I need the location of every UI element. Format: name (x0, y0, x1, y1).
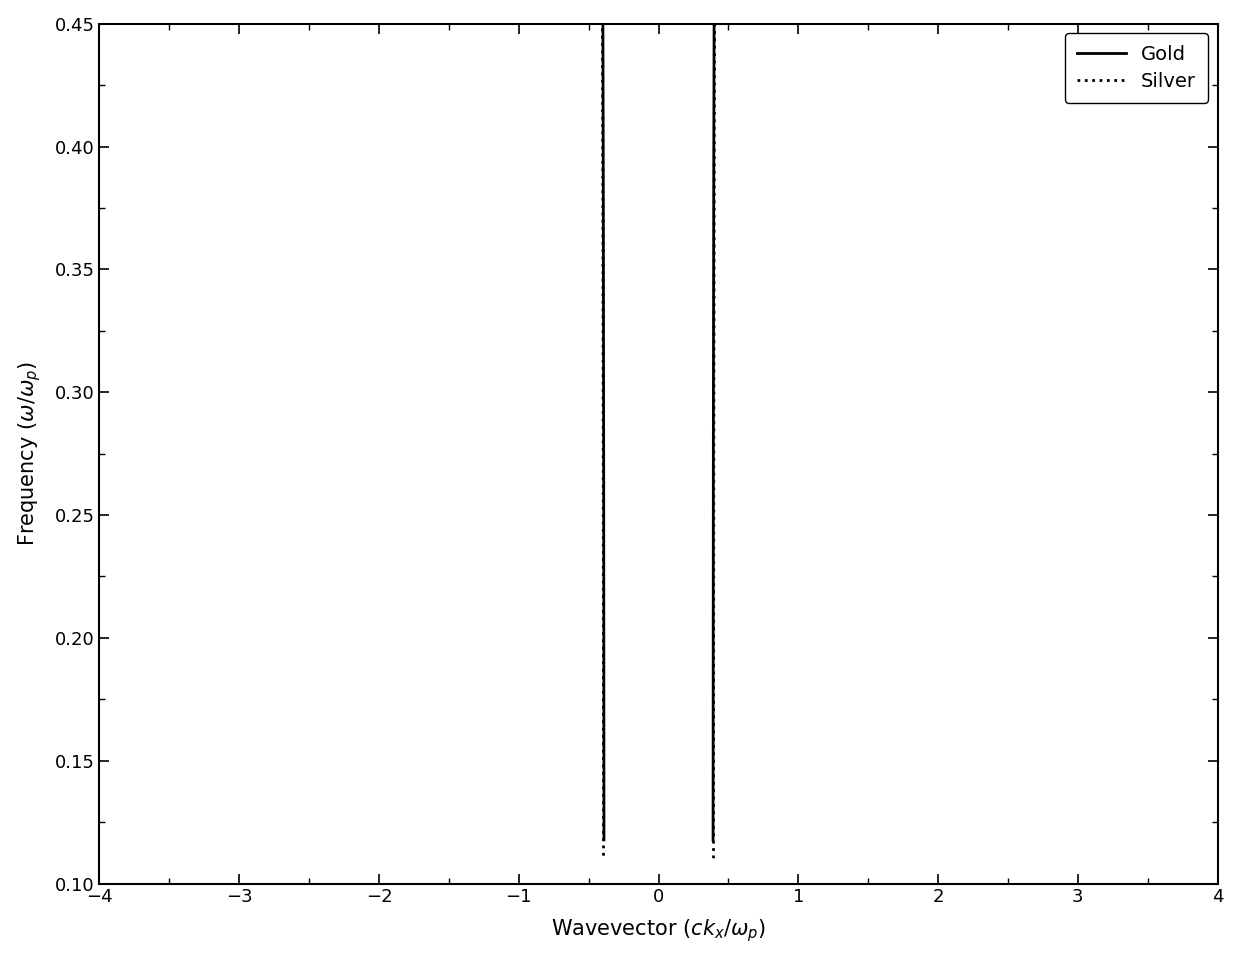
Line: Gold: Gold (170, 0, 604, 840)
Legend: Gold, Silver: Gold, Silver (1065, 34, 1208, 103)
Gold (596, 834, 611, 846)
Silver (596, 852, 611, 864)
Y-axis label: Frequency ($\omega/\omega_p$): Frequency ($\omega/\omega_p$) (16, 361, 43, 546)
Line: Silver: Silver (170, 0, 604, 858)
X-axis label: Wavevector ($ck_x/\omega_p$): Wavevector ($ck_x/\omega_p$) (551, 918, 766, 945)
